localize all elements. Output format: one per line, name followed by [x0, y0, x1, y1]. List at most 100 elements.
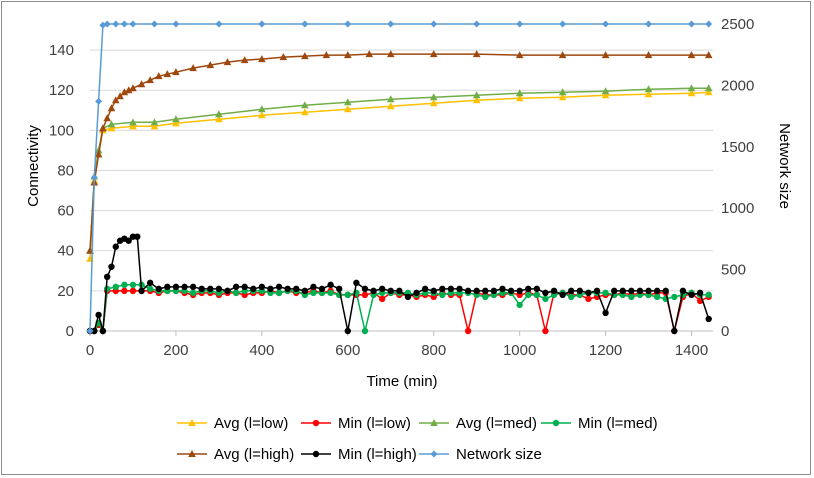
y-tick-label: 100	[49, 122, 74, 139]
y-tick-label: 140	[49, 42, 74, 59]
data-point	[558, 88, 567, 96]
y2-tick-label: 2000	[721, 77, 754, 94]
data-point	[387, 287, 394, 295]
data-point	[250, 285, 257, 293]
gridlines	[90, 49, 713, 292]
data-point	[172, 119, 180, 127]
data-point	[499, 285, 506, 293]
data-point	[490, 287, 498, 295]
x-tick-label: 1400	[675, 342, 708, 359]
legend-swatch-marker	[188, 419, 196, 426]
data-point	[430, 20, 438, 28]
data-point	[705, 291, 712, 299]
data-point	[705, 315, 712, 323]
x-tick-label: 0	[86, 342, 94, 359]
data-point	[404, 293, 412, 301]
y-tick-label: 0	[66, 323, 74, 340]
data-point	[103, 114, 111, 122]
data-point	[515, 51, 524, 59]
data-point	[121, 281, 128, 289]
data-point	[150, 118, 159, 126]
data-point	[116, 92, 124, 100]
data-point	[542, 295, 549, 303]
series-0	[86, 88, 713, 262]
data-point	[134, 233, 141, 240]
data-point	[704, 88, 713, 96]
data-point	[99, 327, 107, 335]
x-tick-label: 200	[163, 342, 188, 359]
data-point	[645, 20, 653, 28]
data-point	[198, 285, 205, 293]
data-point	[150, 122, 159, 130]
data-point	[154, 72, 163, 80]
x-tick-label: 1200	[589, 342, 622, 359]
data-point	[602, 289, 609, 297]
data-point	[181, 283, 188, 291]
data-point	[688, 291, 695, 299]
data-point	[430, 287, 437, 295]
data-point	[644, 51, 653, 59]
data-point	[189, 289, 197, 297]
data-point	[344, 291, 351, 299]
data-point	[284, 285, 291, 293]
legend-item: Avg (l=high)	[177, 446, 294, 463]
data-point	[172, 283, 180, 291]
data-point	[129, 118, 137, 126]
data-point	[361, 327, 369, 335]
series-2	[86, 84, 713, 254]
data-point	[558, 93, 567, 101]
data-point	[95, 97, 103, 105]
data-point	[644, 90, 653, 98]
legend-swatch-marker	[312, 419, 320, 427]
data-point	[472, 96, 481, 104]
data-point	[215, 20, 223, 28]
data-point	[112, 243, 119, 250]
data-point	[112, 20, 120, 28]
data-point	[365, 50, 374, 58]
legend-item: Avg (l=low)	[177, 415, 288, 432]
data-point	[662, 287, 669, 295]
data-point	[172, 68, 180, 76]
data-point	[301, 101, 309, 109]
data-point	[206, 61, 215, 69]
data-point	[120, 20, 128, 28]
data-point	[396, 287, 403, 295]
data-point	[99, 124, 107, 132]
data-point	[95, 311, 102, 319]
y-tick-label: 40	[57, 243, 74, 260]
data-point	[129, 84, 137, 92]
data-point	[601, 91, 610, 99]
data-point	[258, 105, 266, 113]
data-point	[129, 287, 137, 295]
data-point	[322, 51, 331, 59]
data-point	[378, 285, 386, 293]
data-point	[653, 287, 661, 295]
data-point	[653, 293, 661, 301]
data-point	[473, 20, 481, 28]
data-point	[482, 293, 489, 301]
legend-swatch-marker	[188, 450, 196, 457]
data-point	[215, 115, 223, 123]
data-point	[125, 237, 132, 244]
data-point	[602, 309, 609, 317]
data-point	[601, 51, 610, 59]
data-point	[542, 327, 549, 335]
data-point	[576, 287, 584, 295]
data-point	[687, 84, 696, 92]
data-point	[636, 287, 644, 295]
y2-tick-label: 500	[721, 262, 746, 279]
x-tick-label: 1000	[503, 342, 536, 359]
data-point	[258, 20, 266, 28]
data-point	[103, 20, 111, 28]
data-point	[310, 283, 317, 291]
data-point	[146, 285, 154, 293]
data-point	[439, 291, 446, 299]
data-point	[215, 110, 223, 118]
legend-label: Avg (l=med)	[456, 415, 537, 432]
legend-swatch-marker	[552, 419, 560, 427]
data-point	[107, 104, 116, 112]
data-point	[163, 70, 172, 78]
data-point	[224, 287, 231, 295]
data-point	[704, 51, 713, 59]
data-point	[258, 55, 266, 63]
